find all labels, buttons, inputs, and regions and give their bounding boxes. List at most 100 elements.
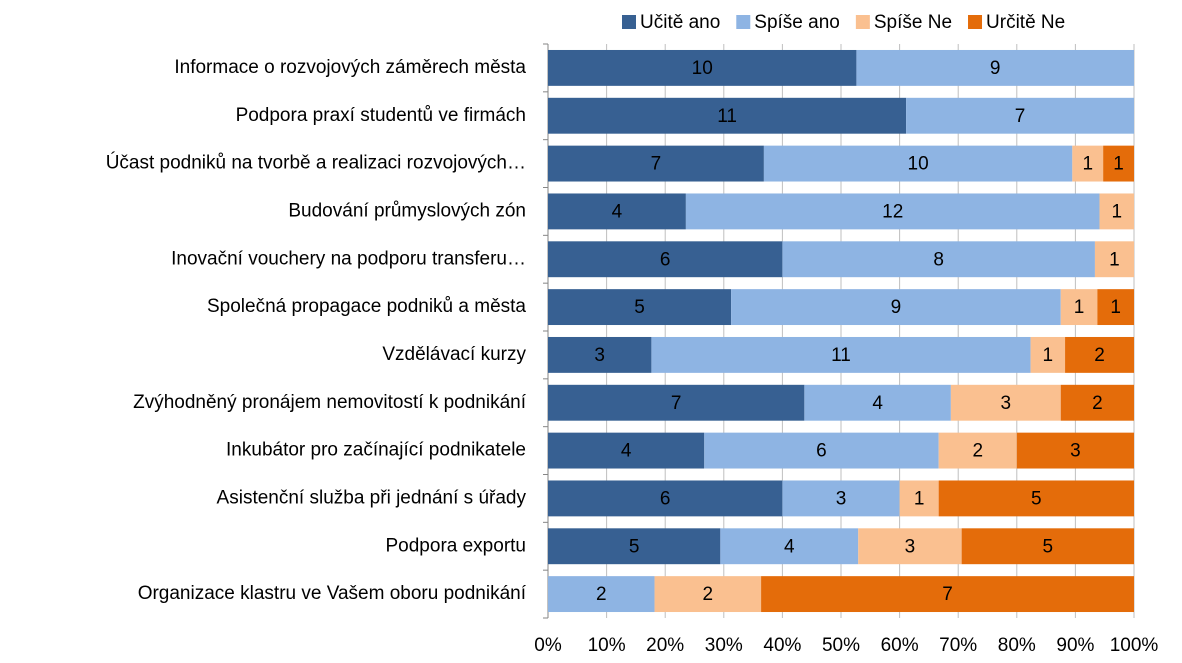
data-label: 2 (972, 441, 983, 462)
y-tick-label: Inovační vouchery na podporu transferu… (171, 248, 526, 269)
y-tick-label: Podpora praxí studentů ve firmách (236, 105, 526, 126)
data-label: 7 (942, 584, 953, 605)
bar-segment (1072, 145, 1104, 182)
x-tick-label: 90% (1056, 635, 1094, 656)
bar-segment (899, 480, 939, 517)
data-label: 2 (596, 584, 607, 605)
bar-segment (548, 432, 705, 469)
bar-segment (548, 336, 652, 373)
data-label: 5 (1031, 488, 1042, 509)
bar-segment (1103, 145, 1134, 182)
y-tick-label: Asistenční služba při jednání s úřady (217, 487, 527, 508)
data-label: 3 (836, 488, 847, 509)
x-tick-label: 70% (939, 635, 977, 656)
y-tick-label: Zvýhodněný pronájem nemovitostí k podnik… (133, 392, 527, 413)
bar-segment (856, 49, 1134, 86)
bar-segment (1099, 193, 1134, 230)
data-label: 4 (612, 201, 623, 222)
bar-segment (858, 528, 962, 565)
bar-segment (548, 193, 686, 230)
legend-swatch (855, 15, 870, 29)
data-label: 9 (990, 58, 1001, 79)
bar-segment (763, 145, 1073, 182)
bar-segment (804, 384, 951, 421)
y-tick-label: Budování průmyslových zón (288, 200, 526, 221)
data-label: 4 (784, 536, 795, 557)
legend-swatch (736, 15, 751, 29)
x-tick-label: 20% (646, 635, 684, 656)
x-tick-label: 100% (1110, 635, 1159, 656)
bar-segment (685, 193, 1100, 230)
data-label: 1 (1113, 154, 1124, 175)
bar-segment (1094, 241, 1134, 278)
bar-segment (938, 432, 1017, 469)
y-tick-label: Organizace klastru ve Vašem oboru podnik… (138, 583, 527, 604)
x-tick-label: 30% (705, 635, 743, 656)
y-tick-label: Inkubátor pro začínající podnikatele (226, 440, 526, 461)
data-label: 8 (933, 249, 944, 270)
y-tick-label: Podpora exportu (386, 535, 527, 556)
data-label: 5 (634, 297, 645, 318)
bar-segment (782, 480, 900, 517)
bar-segment (651, 336, 1031, 373)
data-label: 2 (703, 584, 714, 605)
data-label: 3 (905, 536, 916, 557)
bar-segment (1097, 289, 1134, 326)
data-label: 4 (872, 393, 883, 414)
data-label: 11 (831, 345, 851, 366)
data-label: 3 (594, 345, 605, 366)
data-label: 1 (1110, 297, 1121, 318)
legend-swatch (968, 15, 983, 29)
bar-segment (548, 528, 721, 565)
data-label: 5 (1043, 536, 1054, 557)
data-label: 2 (1094, 345, 1105, 366)
legend-label: Určitě Ne (986, 12, 1065, 33)
x-tick-label: 50% (822, 635, 860, 656)
y-tick-label: Společná propagace podniků a města (207, 296, 526, 317)
bar-segment (548, 49, 857, 86)
data-label: 1 (1082, 154, 1093, 175)
legend-label: Spíše ano (754, 12, 840, 33)
data-label: 7 (1015, 106, 1026, 127)
data-label: 11 (717, 106, 737, 127)
data-label: 5 (629, 536, 640, 557)
bar-segment (548, 384, 805, 421)
bar-segment (548, 241, 783, 278)
bar-segment (548, 480, 783, 517)
data-label: 1 (1043, 345, 1054, 366)
data-label: 2 (1092, 393, 1103, 414)
data-label: 7 (651, 154, 662, 175)
bar-segment (720, 528, 859, 565)
x-tick-label: 60% (881, 635, 919, 656)
data-label: 12 (882, 201, 903, 222)
bar-segment (704, 432, 939, 469)
bar-segment (1030, 336, 1066, 373)
x-tick-label: 80% (998, 635, 1036, 656)
data-label: 6 (660, 488, 671, 509)
bar-segment (1060, 384, 1134, 421)
data-label: 7 (671, 393, 682, 414)
x-tick-label: 10% (588, 635, 626, 656)
legend-label: Spíše Ne (874, 12, 952, 33)
data-label: 6 (816, 441, 827, 462)
data-label: 10 (692, 58, 713, 79)
bar-segment (782, 241, 1095, 278)
bar-segment (906, 97, 1134, 134)
legend-label: Učitě ano (640, 12, 720, 33)
bar-segment (548, 576, 655, 613)
y-tick-label: Účast podniků na tvorbě a realizaci rozv… (106, 152, 526, 174)
bar-segment (731, 289, 1061, 326)
data-label: 1 (1074, 297, 1085, 318)
bar-segment (654, 576, 762, 613)
legend-swatch (622, 15, 636, 29)
x-tick-label: 0% (534, 635, 562, 656)
data-label: 3 (1001, 393, 1012, 414)
data-label: 3 (1070, 441, 1081, 462)
bar-segment (961, 528, 1134, 565)
data-label: 1 (914, 488, 925, 509)
data-label: 6 (660, 249, 671, 270)
y-tick-label: Vzdělávací kurzy (382, 344, 526, 365)
bar-segment (950, 384, 1061, 421)
bar-segment (938, 480, 1134, 517)
